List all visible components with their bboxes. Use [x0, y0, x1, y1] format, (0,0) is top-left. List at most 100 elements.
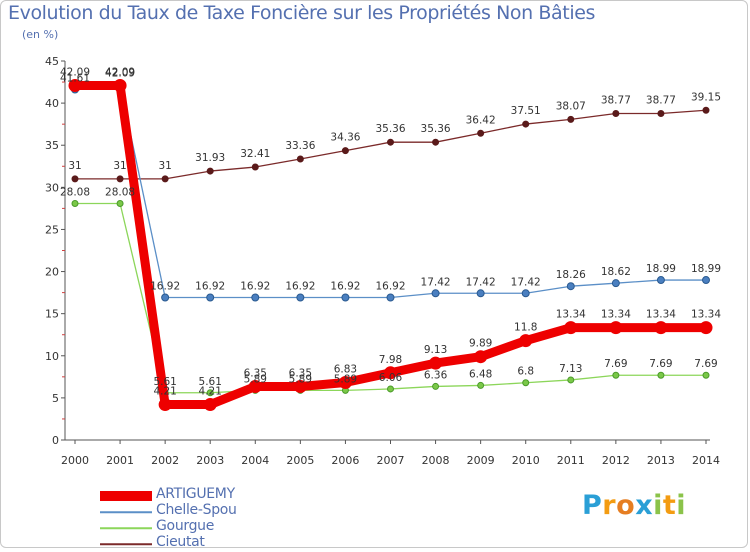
data-label-artiguemy: 13.34 — [646, 309, 676, 321]
data-label-chelle-spou: 42.09 — [105, 67, 135, 79]
x-tick-label: 2011 — [557, 454, 585, 467]
data-label-chelle-spou: 17.42 — [511, 276, 541, 288]
data-label-chelle-spou: 18.99 — [646, 263, 676, 275]
x-tick-label: 2007 — [377, 454, 405, 467]
data-label-chelle-spou: 17.42 — [421, 276, 451, 288]
data-point-chelle-spou — [476, 289, 485, 298]
x-tick-label: 2008 — [422, 454, 450, 467]
data-label-artiguemy: 42.09 — [60, 67, 90, 79]
data-point-cieutat — [206, 167, 214, 175]
data-label-cieutat: 39.15 — [691, 91, 721, 103]
x-tick-label: 2000 — [61, 454, 89, 467]
data-point-cieutat — [161, 175, 169, 183]
data-label-cieutat: 35.36 — [421, 123, 451, 135]
legend-label: ARTIGUEMY — [156, 486, 235, 502]
data-point-cieutat — [251, 163, 259, 171]
data-point-cieutat — [116, 175, 124, 183]
data-point-chelle-spou — [161, 293, 170, 302]
legend-swatch — [100, 511, 152, 513]
data-label-artiguemy: 6.35 — [244, 368, 267, 380]
data-point-cieutat — [522, 120, 530, 128]
y-tick-label: 30 — [45, 181, 59, 194]
data-point-gourgue — [567, 376, 575, 384]
data-label-artiguemy: 13.34 — [556, 309, 586, 321]
data-label-cieutat: 33.36 — [285, 140, 315, 152]
data-label-artiguemy: 13.34 — [691, 309, 721, 321]
data-point-gourgue — [612, 371, 620, 379]
logo-letter: x — [635, 490, 654, 521]
data-label-cieutat: 31 — [68, 160, 81, 172]
logo-letter: o — [616, 490, 636, 521]
data-point-gourgue — [71, 200, 79, 208]
chart-subtitle: (en %) — [22, 28, 59, 41]
proxiti-logo: Proxiti — [582, 490, 686, 521]
y-tick-label: 0 — [52, 434, 59, 447]
data-point-gourgue — [432, 382, 440, 390]
data-label-artiguemy: 42.09 — [105, 67, 135, 79]
data-label-chelle-spou: 18.62 — [601, 266, 631, 278]
x-tick-label: 2014 — [692, 454, 720, 467]
data-point-cieutat — [71, 175, 79, 183]
data-label-artiguemy: 6.83 — [334, 363, 357, 375]
data-point-artiguemy — [158, 398, 172, 412]
data-label-chelle-spou: 16.92 — [285, 280, 315, 292]
data-point-artiguemy — [338, 375, 352, 389]
data-point-cieutat — [702, 106, 710, 114]
data-point-artiguemy — [248, 380, 262, 394]
data-point-artiguemy — [384, 366, 397, 380]
data-point-artiguemy — [564, 321, 578, 335]
data-point-cieutat — [657, 109, 665, 117]
data-label-cieutat: 36.42 — [466, 114, 496, 126]
data-point-chelle-spou — [341, 293, 350, 302]
y-tick-label: 15 — [45, 308, 59, 321]
x-tick-label: 2009 — [467, 454, 495, 467]
data-point-artiguemy — [429, 356, 443, 370]
legend-swatch — [100, 527, 152, 529]
logo-letter: i — [653, 490, 663, 521]
legend-label: Cieutat — [156, 534, 205, 550]
data-point-cieutat — [612, 109, 620, 117]
line-chart: 0 5 10 15 20 25 30 35 40 45 2000 2001 2002 2003 2004 20… — [45, 55, 721, 467]
logo-letter: t — [662, 490, 677, 521]
x-tick-label: 2010 — [512, 454, 540, 467]
y-tick-label: 10 — [45, 350, 59, 363]
data-point-artiguemy — [293, 380, 307, 394]
data-label-gourgue: 28.08 — [105, 187, 135, 199]
data-point-chelle-spou — [386, 293, 395, 302]
logo-letter: r — [602, 490, 617, 521]
data-label-gourgue: 28.08 — [60, 187, 90, 199]
data-label-cieutat: 31.93 — [195, 152, 225, 164]
data-label-chelle-spou: 16.92 — [330, 280, 360, 292]
data-label-gourgue: 7.69 — [649, 358, 672, 370]
x-tick-label: 2005 — [286, 454, 314, 467]
logo-letter: P — [582, 490, 603, 521]
data-label-chelle-spou: 16.92 — [195, 280, 225, 292]
data-label-cieutat: 31 — [158, 160, 171, 172]
data-label-cieutat: 32.41 — [240, 148, 270, 160]
data-label-gourgue: 6.06 — [379, 372, 403, 384]
data-label-gourgue: 5.89 — [289, 373, 312, 385]
y-tick-label: 5 — [52, 392, 59, 405]
data-label-chelle-spou: 16.92 — [240, 280, 270, 292]
x-tick-label: 2013 — [647, 454, 675, 467]
x-tick-label: 2001 — [106, 454, 134, 467]
data-point-cieutat — [477, 129, 485, 137]
data-label-cieutat: 38.77 — [601, 94, 631, 106]
data-label-chelle-spou: 16.92 — [150, 280, 180, 292]
data-label-chelle-spou: 17.42 — [466, 276, 496, 288]
data-label-chelle-spou: 41.61 — [60, 73, 90, 85]
data-point-cieutat — [432, 138, 440, 146]
x-tick-label: 2012 — [602, 454, 630, 467]
data-point-chelle-spou — [521, 289, 530, 298]
data-point-gourgue — [477, 381, 485, 389]
legend-label: Chelle-Spou — [156, 502, 237, 518]
data-point-artiguemy — [699, 321, 713, 335]
legend-swatch — [100, 491, 152, 501]
data-point-chelle-spou — [251, 293, 260, 302]
data-label-artiguemy: 6.35 — [289, 368, 312, 380]
data-point-artiguemy — [113, 79, 127, 93]
data-point-artiguemy — [519, 334, 533, 348]
data-label-artiguemy: 4.21 — [153, 386, 176, 398]
legend-label: Gourgue — [156, 518, 215, 534]
y-tick-label: 35 — [45, 139, 59, 152]
